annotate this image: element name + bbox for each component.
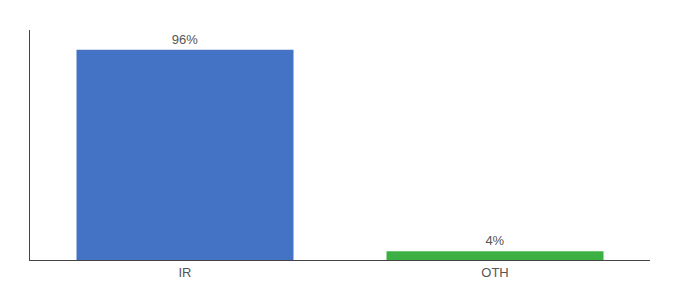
- svg-text:4%: 4%: [485, 233, 504, 248]
- svg-text:IR: IR: [179, 265, 192, 280]
- svg-text:96%: 96%: [172, 32, 198, 47]
- svg-text:OTH: OTH: [481, 265, 508, 280]
